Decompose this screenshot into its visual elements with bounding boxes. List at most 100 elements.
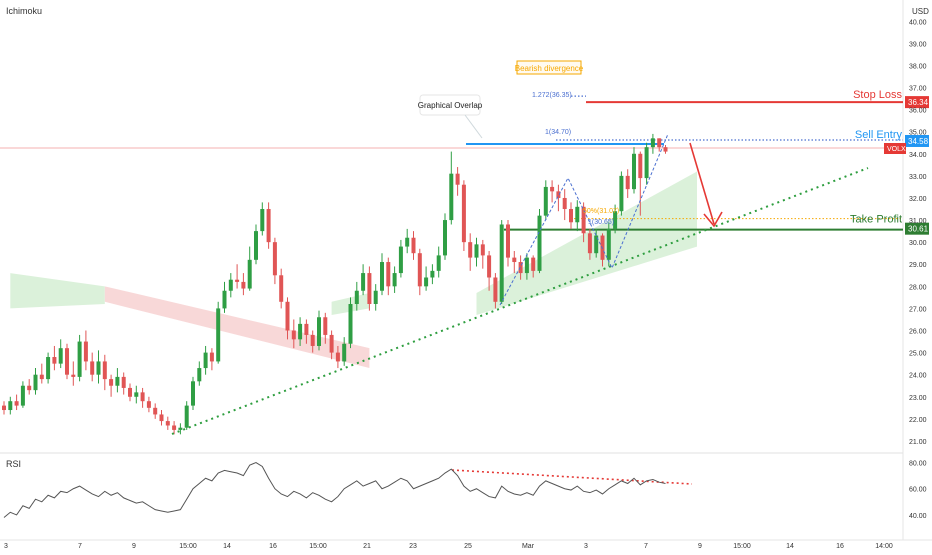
- candle-body: [342, 343, 347, 362]
- price-tick-label: 21.00: [909, 439, 927, 446]
- candle: [115, 368, 120, 393]
- candle: [121, 372, 126, 395]
- price-tick-label: 39.00: [909, 41, 927, 48]
- candle-body: [361, 273, 366, 291]
- price-tick-label: 26.00: [909, 329, 927, 336]
- candle: [165, 416, 170, 430]
- rsi-line: [3, 461, 666, 518]
- candle: [140, 387, 145, 408]
- candle-body: [178, 427, 183, 430]
- candle: [461, 180, 466, 251]
- rsi-axis: 80.00 60.00 40.00: [909, 461, 927, 520]
- price-axis: 40.00 39.00 38.00 37.00 36.00 35.00 34.00 33.00…: [909, 19, 927, 446]
- candle-body: [222, 290, 227, 309]
- candle-body: [644, 147, 649, 179]
- candle: [398, 239, 403, 278]
- sell-entry-label: Sell Entry: [855, 129, 903, 141]
- candle: [537, 209, 542, 274]
- candle: [335, 345, 340, 369]
- candle-body: [443, 220, 447, 256]
- candle-body: [272, 242, 277, 276]
- candle: [20, 381, 25, 408]
- sell-entry-price-tag: 34.58: [905, 134, 929, 147]
- last-price-tag: VOLX: [884, 143, 906, 154]
- candle: [587, 228, 592, 260]
- candle-body: [317, 317, 321, 346]
- candle: [392, 266, 397, 293]
- time-tick-label: 25: [464, 543, 472, 550]
- rsi-divergence-line[interactable]: [451, 469, 693, 485]
- fib-1-label: 1(34.70): [545, 129, 571, 136]
- price-tick-label: 36.00: [909, 108, 927, 115]
- candle-body: [121, 376, 126, 388]
- candle-body: [266, 209, 271, 243]
- time-tick-label: 23: [409, 543, 417, 550]
- candle: [524, 253, 529, 280]
- candle-body: [493, 277, 498, 302]
- price-tick-label: 22.00: [909, 417, 927, 424]
- time-tick-label: 16: [836, 543, 844, 550]
- candle: [203, 345, 208, 375]
- candle-body: [581, 206, 586, 234]
- candle-body: [128, 387, 132, 397]
- candle: [8, 396, 13, 415]
- stop-loss-price-tag: 36.34: [905, 96, 929, 109]
- candle: [14, 394, 19, 411]
- bearish-divergence-annotation[interactable]: Bearish divergence: [515, 60, 584, 75]
- price-tick-label: 25.00: [909, 351, 927, 358]
- candle-body: [33, 374, 38, 391]
- candle: [184, 401, 189, 430]
- candle: [323, 312, 328, 344]
- candle: [109, 374, 114, 397]
- price-tick-label: 29.00: [909, 262, 927, 269]
- price-tick-label: 33.00: [909, 174, 927, 181]
- candle-body: [71, 374, 76, 377]
- candle-body: [455, 173, 460, 185]
- candle-body: [392, 273, 397, 287]
- candle-body: [191, 381, 195, 406]
- candle-body: [115, 376, 120, 386]
- candle: [191, 376, 195, 411]
- candle-body: [411, 237, 416, 254]
- candle-body: [436, 255, 441, 271]
- candle-body: [235, 279, 240, 282]
- candle: [197, 361, 202, 386]
- candle: [298, 317, 303, 346]
- graphical-overlap-annotation[interactable]: Graphical Overlap: [418, 94, 483, 139]
- candle: [222, 281, 227, 313]
- candle: [348, 297, 353, 349]
- time-tick-label: 15:00: [179, 543, 197, 550]
- candle: [625, 169, 630, 198]
- candle: [606, 222, 611, 267]
- price-tick-label: 27.00: [909, 306, 927, 313]
- time-tick-label: Mar: [522, 543, 535, 550]
- candle: [235, 264, 240, 289]
- candle: [361, 264, 366, 296]
- candle: [285, 297, 290, 340]
- candle: [638, 151, 643, 216]
- candle: [58, 339, 63, 369]
- price-tick-label: 38.00: [909, 63, 927, 70]
- candle-body: [323, 317, 328, 335]
- candle: [33, 368, 38, 395]
- candle-body: [153, 407, 158, 415]
- candle-body: [625, 175, 630, 190]
- svg-text:VOLX: VOLX: [887, 146, 906, 153]
- time-tick-label: 3: [584, 543, 588, 550]
- candle: [443, 213, 447, 260]
- ascending-trendline[interactable]: [171, 167, 869, 435]
- candle-body: [650, 138, 655, 148]
- overlap-pointer: [464, 114, 483, 139]
- candle: [46, 352, 51, 384]
- candle: [373, 284, 378, 311]
- candle-body: [657, 138, 662, 148]
- candle: [531, 255, 536, 278]
- fib-1272-label: 1.272(36.35): [532, 92, 572, 99]
- currency-label: USD: [912, 7, 929, 16]
- time-tick-label: 7: [644, 543, 648, 550]
- candle-body: [531, 257, 536, 271]
- candle-body: [20, 385, 25, 406]
- candle-body: [228, 279, 233, 291]
